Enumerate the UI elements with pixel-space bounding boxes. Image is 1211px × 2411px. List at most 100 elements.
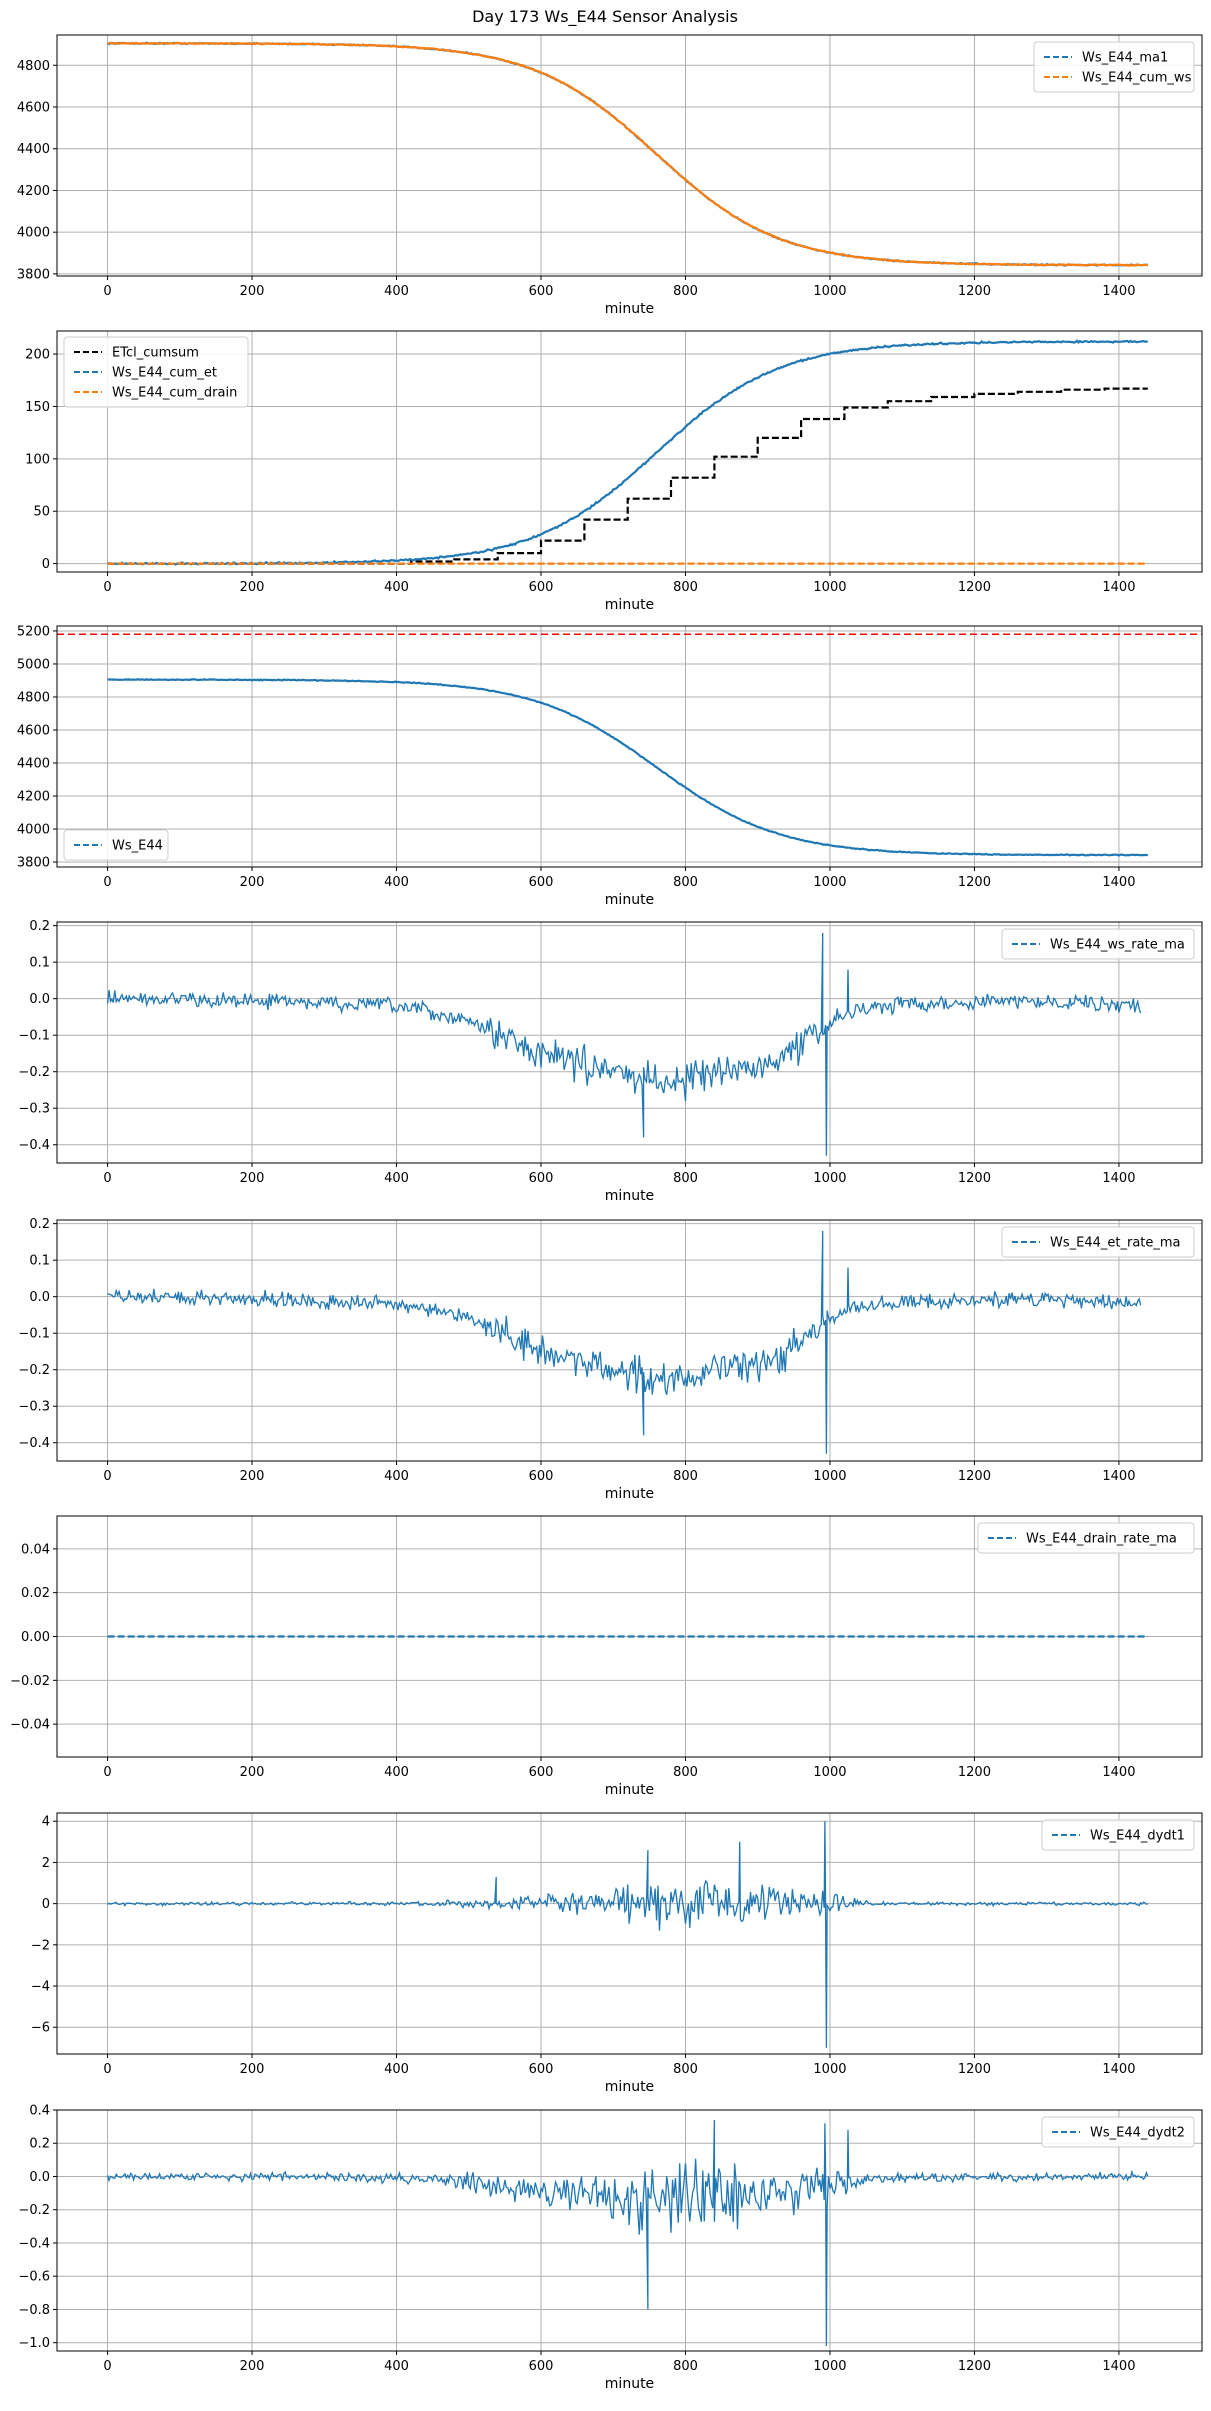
x-tick-label: 1400 [1102,2359,1135,2374]
x-tick-label: 1200 [958,2359,991,2374]
axes-frame [56,1219,1203,1462]
y-tick-label: −0.6 [18,2270,50,2285]
legend-label: Ws_E44_et_rate_ma [1050,1236,1181,1251]
x-tick-label: 800 [673,284,698,299]
x-tick-label: 800 [673,1469,698,1484]
x-tick-label: 1400 [1102,1171,1135,1186]
x-tick-label: 400 [384,2359,409,2374]
x-tick-label: 1400 [1102,875,1135,890]
legend-label: Ws_E44_dydt1 [1090,1829,1185,1844]
y-tick-label: 4 [42,1815,50,1830]
y-tick-label: 4800 [17,690,50,705]
subplots: 0 200 400 600 800 1000 1200 1400380040004200440… [10,34,1203,2392]
subplot-2: 0 200 400 600 800 1000 1200 1400 0 50 100 150 200 min… [25,330,1203,613]
x-tick-label: 1000 [813,1469,846,1484]
y-tick-label: 0 [42,1897,50,1912]
x-tick-label: 1200 [958,284,991,299]
subplot-5: 0 200 400 600 800 1000 1200 1400 −0.4 −0.3 −0.2 −0.… [18,1217,1203,1502]
axes-frame [56,2109,1203,2352]
x-tick-label: 200 [240,284,265,299]
x-tick-label: 200 [240,580,265,595]
legend-label: Ws_E44_dydt2 [1090,2126,1185,2141]
y-tick-label: 4000 [17,226,50,241]
x-tick-label: 1200 [958,1765,991,1780]
x-tick-label: 1000 [813,875,846,890]
x-tick-label: 0 [103,1171,111,1186]
x-tick-label: 200 [240,2062,265,2077]
y-tick-label: 3800 [17,856,50,871]
x-tick-label: 0 [103,875,111,890]
y-tick-label: −0.2 [18,1065,50,1080]
x-tick-label: 1400 [1102,284,1135,299]
y-tick-label: −2 [31,1938,50,1953]
y-tick-label: −4 [31,1980,50,1995]
y-tick-label: 3800 [17,267,50,282]
axes-frame [56,330,1203,573]
x-axis-label: minute [605,301,654,317]
y-tick-label: 5000 [17,657,50,672]
series-line-etcl-cumsum [107,387,1148,565]
y-tick-label: 4200 [17,790,50,805]
axes-frame [56,34,1203,277]
y-tick-label: 4600 [17,723,50,738]
y-tick-label: 0.1 [29,956,50,971]
x-axis-label: minute [605,597,654,613]
legend: Ws_E44 [63,829,169,861]
x-tick-label: 1200 [958,1469,991,1484]
y-tick-label: 4400 [17,757,50,772]
y-tick-label: −0.4 [18,1436,50,1451]
legend-label: Ws_E44_ma1 [1082,51,1168,66]
x-tick-label: 1000 [813,580,846,595]
subplot-8: 0 200 400 600 800 1000 1200 1400 −1.0 −0.8 −0.6 −0.… [18,2104,1203,2392]
x-tick-label: 0 [103,2359,111,2374]
x-axis-label: minute [605,2376,654,2392]
legend: Ws_E44_ws_rate_ma [1001,928,1195,960]
x-tick-label: 200 [240,2359,265,2374]
y-tick-label: 0.0 [29,992,50,1007]
x-tick-label: 1000 [813,1765,846,1780]
y-tick-label: −0.3 [18,1102,50,1117]
y-tick-label: −0.1 [18,1029,50,1044]
x-tick-label: 200 [240,1469,265,1484]
series-line-ws-e44-cum-et [107,339,1148,566]
x-tick-label: 1000 [813,2062,846,2077]
x-tick-label: 800 [673,875,698,890]
y-tick-label: 200 [25,348,50,363]
legend-label: Ws_E44_drain_rate_ma [1026,1532,1177,1547]
y-tick-label: 100 [25,452,50,467]
x-tick-label: 1000 [813,1171,846,1186]
y-tick-label: −0.04 [10,1718,50,1733]
y-tick-label: −0.4 [18,1138,50,1153]
x-tick-label: 800 [673,1171,698,1186]
x-tick-label: 1200 [958,875,991,890]
y-tick-label: 4800 [17,59,50,74]
y-tick-label: 50 [33,505,50,520]
y-tick-label: 0.2 [29,919,50,934]
x-tick-label: 1200 [958,580,991,595]
x-tick-label: 600 [529,580,554,595]
x-tick-label: 200 [240,1765,265,1780]
y-tick-label: 2 [42,1856,50,1871]
legend: Ws_E44_dydt2 [1041,2116,1195,2148]
legend: Ws_E44_et_rate_ma [1001,1226,1195,1258]
figure-title: Day 173 Ws_E44 Sensor Analysis [472,7,738,27]
axes-frame [56,625,1203,868]
legend: Ws_E44_dydt1 [1041,1819,1195,1851]
x-tick-label: 600 [529,1469,554,1484]
x-axis-label: minute [605,1188,654,1204]
legend-label: Ws_E44_ws_rate_ma [1050,938,1185,953]
y-tick-label: 0.04 [21,1542,50,1557]
x-tick-label: 1000 [813,284,846,299]
x-tick-label: 1400 [1102,1469,1135,1484]
x-tick-label: 800 [673,2359,698,2374]
series-line-ws-e44 [107,677,1148,857]
subplot-3: 0 200 400 600 800 1000 1200 1400 3800 4000 4200 440… [17,624,1203,908]
legend: ETcl_cumsum Ws_E44_cum_et Ws_E44_cum_drain [63,336,249,408]
x-tick-label: 400 [384,580,409,595]
legend-label: Ws_E44_cum_et [112,366,217,381]
x-tick-label: 1400 [1102,2062,1135,2077]
legend-box [1001,1226,1195,1258]
y-tick-label: 0 [42,557,50,572]
legend-label: Ws_E44_cum_ws [1082,71,1192,86]
